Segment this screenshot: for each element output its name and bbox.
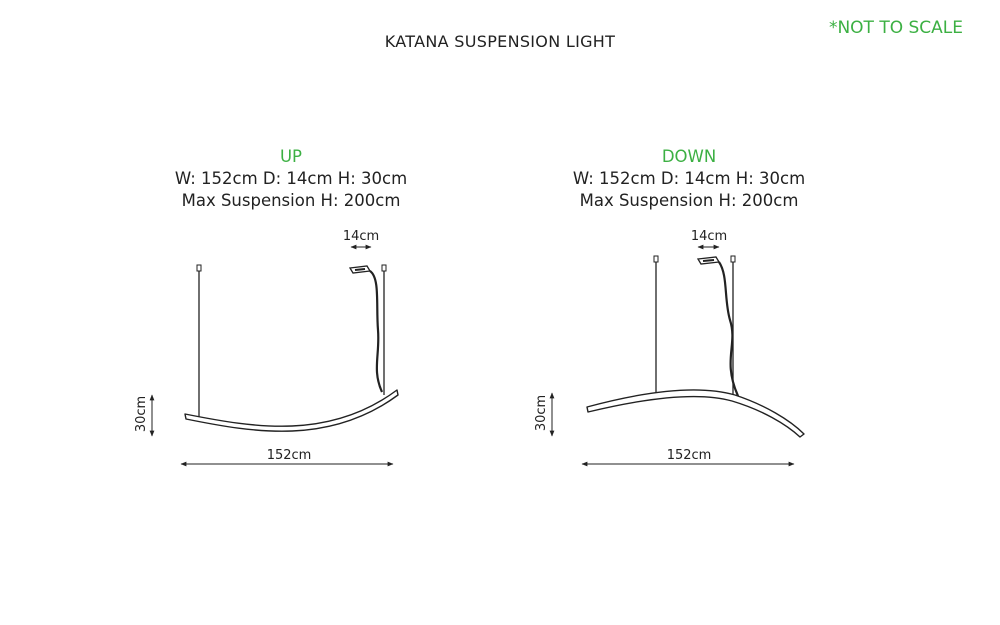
page-title: KATANA SUSPENSION LIGHT bbox=[384, 32, 616, 51]
lamp-up-drawing: 14cm 30cm 152cm bbox=[134, 229, 399, 467]
right-suspension-cable bbox=[381, 264, 387, 395]
variant-down-header: DOWN W: 152cm D: 14cm H: 30cm Max Suspen… bbox=[539, 146, 839, 212]
scale-note: *NOT TO SCALE bbox=[828, 18, 963, 38]
depth-label: 14cm bbox=[691, 229, 727, 244]
ceiling-canopy bbox=[696, 256, 721, 265]
variant-up-suspension: Max Suspension H: 200cm bbox=[181, 191, 401, 210]
variant-down-suspension: Max Suspension H: 200cm bbox=[579, 191, 799, 210]
height-label: 30cm bbox=[534, 395, 549, 431]
ceiling-canopy bbox=[348, 265, 372, 274]
variant-down-dimensions: W: 152cm D: 14cm H: 30cm bbox=[572, 169, 806, 188]
variant-up-name: UP bbox=[279, 147, 303, 166]
power-cord bbox=[718, 261, 740, 397]
left-suspension-cable bbox=[196, 264, 202, 418]
lamp-down-drawing: 14cm 30cm 152cm bbox=[534, 229, 805, 467]
width-label: 152cm bbox=[667, 448, 712, 463]
width-label: 152cm bbox=[267, 448, 312, 463]
variant-up-dimensions: W: 152cm D: 14cm H: 30cm bbox=[174, 169, 408, 188]
variant-up-header: UP W: 152cm D: 14cm H: 30cm Max Suspensi… bbox=[141, 146, 441, 212]
depth-label: 14cm bbox=[343, 229, 379, 244]
height-label: 30cm bbox=[134, 396, 149, 432]
lamp-body bbox=[586, 389, 805, 438]
power-cord bbox=[369, 270, 384, 393]
variant-down-name: DOWN bbox=[661, 147, 717, 166]
right-suspension-cable bbox=[730, 255, 736, 394]
left-suspension-cable bbox=[653, 255, 659, 394]
lamp-body bbox=[184, 389, 399, 432]
